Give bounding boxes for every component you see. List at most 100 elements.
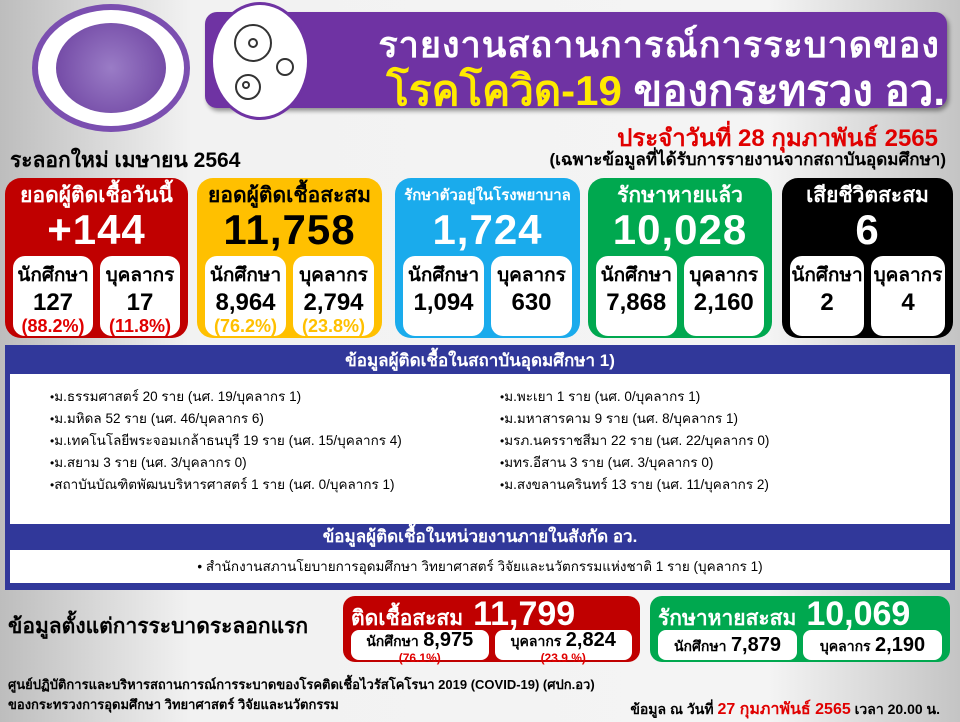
title-line1: รายงานสถานการณ์การระบาดของ: [378, 24, 940, 65]
card-value: 1,724: [432, 206, 543, 253]
value: 4: [901, 289, 915, 316]
value: 2,190: [875, 634, 926, 656]
ministry-logo: [32, 4, 190, 132]
value: 2,160: [693, 289, 754, 316]
as-of-date: ข้อมูล ณ วันที่ 27 กุมภาพันธ์ 2565 เวลา …: [630, 697, 940, 722]
recovered-value: 10,069: [806, 595, 911, 633]
label: บุคลากร: [299, 265, 368, 286]
card-recovered: รักษาหายแล้ว 10,028 นักศึกษา 7,868 บุคลาก…: [588, 178, 772, 338]
agency-item-text: สำนักงานสภานโยบายการอุดมศึกษา วิทยาศาสตร…: [205, 559, 763, 574]
cumulative-recovered-box: รักษาหายสะสม 10,069 นักศึกษา 7,879 บุคลาก…: [650, 596, 950, 662]
label: นักศึกษา: [17, 265, 89, 286]
card-today-infected: ยอดผู้ติดเชื้อวันนี้ +144 นักศึกษา 127 (88…: [5, 178, 188, 338]
percent: (76.1%): [398, 651, 441, 665]
institution-item: ม.ธรรมศาสตร์ 20 ราย (นศ. 19/บุคลากร 1): [50, 386, 500, 408]
recovered-title: รักษาหายสะสม: [658, 607, 797, 630]
label: นักศึกษา: [791, 265, 863, 286]
label: บุคลากร: [510, 633, 562, 649]
recovered-staff: บุคลากร 2,190: [803, 630, 942, 660]
staff-box: บุคลากร 2,160: [683, 256, 764, 336]
staff-box: บุคลากร 17 (11.8%): [100, 256, 180, 336]
title-banner: [205, 12, 947, 108]
label: บุคลากร: [819, 638, 871, 654]
institution-item: ม.พะเยา 1 ราย (นศ. 0/บุคลากร 1): [500, 386, 950, 408]
staff-box: บุคลากร 4: [871, 256, 945, 336]
card-title: รักษาตัวอยู่ในโรงพยาบาล: [404, 187, 571, 204]
asof-time: เวลา 20.00 น.: [854, 701, 940, 717]
institutions-panel: ข้อมูลผู้ติดเชื้อในสถาบันอุดมศึกษา 1) ม.…: [5, 345, 955, 590]
cumulative-infected-box: ติดเชื้อสะสม 11,799 นักศึกษา 8,975 (76.1%)…: [343, 595, 640, 665]
institution-item: ม.สงขลานครินทร์ 13 ราย (นศ. 11/บุคลากร 2…: [500, 474, 950, 496]
card-cumulative-infected: ยอดผู้ติดเชื้อสะสม 11,758 นักศึกษา 8,964(…: [197, 178, 382, 338]
card-value: 10,028: [612, 206, 748, 253]
staff-box: บุคลากร 2,794 (23.8%): [293, 256, 374, 336]
card-title: ยอดผู้ติดเชื้อสะสม: [208, 184, 371, 207]
card-value: 6: [855, 206, 880, 253]
title-highlight: โรคโควิด-19: [386, 67, 622, 114]
percent: (23.9 %): [540, 651, 586, 665]
label: บุคลากร: [689, 265, 759, 286]
recovered-students: นักศึกษา 7,879: [658, 630, 797, 660]
value: 2: [820, 289, 834, 316]
students-box: นักศึกษา 7,868: [596, 256, 677, 336]
label: นักศึกษา: [600, 265, 672, 286]
institution-item: ม.มหิดล 52 ราย (นศ. 46/บุคลากร 6): [50, 408, 500, 430]
infected-value: 11,799: [473, 595, 576, 633]
card-title: ยอดผู้ติดเชื้อวันนี้: [20, 184, 173, 207]
infected-staff: บุคลากร 2,824 (23.9 %): [494, 629, 632, 665]
institution-item: ม.สยาม 3 ราย (นศ. 3/บุคลากร 0): [50, 452, 500, 474]
value: 8,964: [215, 289, 276, 316]
label: นักศึกษา: [209, 265, 282, 286]
card-value: +144: [47, 206, 146, 253]
agency-item: • สำนักงานสภานโยบายการอุดมศึกษา วิทยาศาส…: [10, 550, 950, 583]
agencies-heading: ข้อมูลผู้ติดเชื้อในหน่วยงานภายในสังกัด อ…: [322, 527, 638, 546]
asof-date: 27 กุมภาพันธ์ 2565: [717, 701, 851, 718]
value: 2,794: [303, 289, 364, 316]
students-box: นักศึกษา 1,094: [403, 256, 484, 336]
value: 7,868: [606, 289, 667, 316]
title-line2: โรคโควิด-19 ของกระทรวง อว.: [320, 58, 945, 124]
label: นักศึกษา: [366, 633, 419, 649]
value: 630: [511, 289, 552, 316]
label: บุคลากร: [105, 265, 175, 286]
virus-icon: [210, 2, 310, 120]
wave-label: ระลอกใหม่ เมษายน 2564: [10, 149, 241, 172]
infected-students: นักศึกษา 8,975 (76.1%): [351, 629, 489, 665]
institution-item: มรภ.นครราชสีมา 22 ราย (นศ. 22/บุคลากร 0): [500, 430, 950, 452]
institution-item: ม.เทคโนโลยีพระจอมเกล้าธนบุรี 19 ราย (นศ.…: [50, 430, 500, 452]
report-note: (เฉพาะข้อมูลที่ได้รับการรายงานจากสถาบันอ…: [549, 150, 946, 169]
asof-prefix: ข้อมูล ณ วันที่: [630, 701, 714, 717]
institutions-heading: ข้อมูลผู้ติดเชื้อในสถาบันอุดมศึกษา 1): [345, 351, 615, 370]
value: 17: [126, 289, 154, 316]
infected-title: ติดเชื้อสะสม: [351, 607, 464, 630]
footer-line2: ของกระทรวงการอุดมศึกษา วิทยาศาสตร์ วิจัย…: [8, 697, 339, 712]
footer-line1: ศูนย์ปฏิบัติการและบริหารสถานการณ์การระบา…: [8, 677, 595, 692]
card-hospitalized: รักษาตัวอยู่ในโรงพยาบาล 1,724 นักศึกษา 1,…: [395, 178, 580, 338]
percent: (76.2%): [213, 316, 278, 336]
label: นักศึกษา: [673, 638, 727, 654]
percent: (11.8%): [108, 316, 172, 336]
label: นักศึกษา: [407, 265, 480, 286]
value: 7,879: [730, 634, 781, 656]
staff-box: บุคลากร 630: [491, 256, 572, 336]
report-date: ประจำวันที่ 28 กุมภาพันธ์ 2565: [617, 125, 938, 152]
percent: (88.2%): [21, 316, 85, 336]
value: 8,975: [423, 629, 474, 651]
value: 1,094: [413, 289, 474, 316]
label: บุคลากร: [873, 265, 943, 286]
institution-item: มทร.อีสาน 3 ราย (นศ. 3/บุคลากร 0): [500, 452, 950, 474]
card-title: รักษาหายแล้ว: [617, 184, 743, 207]
label: บุคลากร: [497, 265, 566, 286]
institution-item: ม.มหาสารคาม 9 ราย (นศ. 8/บุคลากร 1): [500, 408, 950, 430]
institutions-left-list: ม.ธรรมศาสตร์ 20 ราย (นศ. 19/บุคลากร 1)ม.…: [50, 386, 500, 524]
value: 127: [32, 289, 74, 316]
logo-emblem: [56, 23, 166, 113]
students-box: นักศึกษา 127 (88.2%): [13, 256, 93, 336]
institutions-right-list: ม.พะเยา 1 ราย (นศ. 0/บุคลากร 1)ม.มหาสารค…: [500, 386, 950, 524]
since-first-label: ข้อมูลตั้งแต่การระบาดระลอกแรก: [8, 615, 309, 638]
students-box: นักศึกษา 2: [790, 256, 864, 336]
value: 2,824: [565, 629, 616, 651]
card-title: เสียชีวิตสะสม: [806, 184, 929, 207]
students-box: นักศึกษา 8,964 (76.2%): [205, 256, 286, 336]
card-deaths: เสียชีวิตสะสม 6 นักศึกษา 2 บุคลากร 4: [782, 178, 953, 338]
